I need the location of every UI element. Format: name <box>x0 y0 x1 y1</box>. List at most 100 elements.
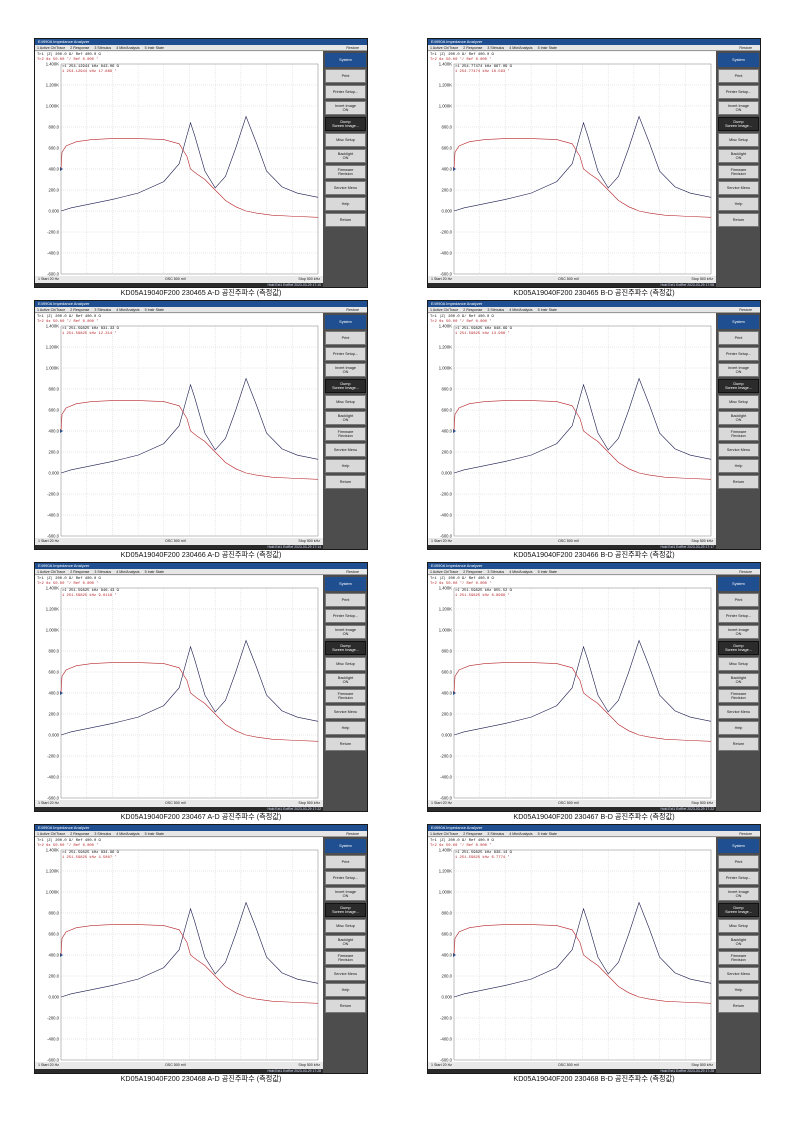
softkey-button[interactable]: System <box>718 577 759 591</box>
menu-item[interactable]: 4 Mkr/Analysis <box>116 308 140 312</box>
menu-item[interactable]: 4 Mkr/Analysis <box>509 832 533 836</box>
menu-item[interactable]: 5 Instr State <box>144 832 164 836</box>
menu-item[interactable]: 2 Response <box>70 46 90 50</box>
menu-item[interactable]: 1 Active Ch/Trace <box>37 46 66 50</box>
softkey-button[interactable]: Printer Setup... <box>718 871 759 885</box>
restore-button[interactable]: Restore <box>739 832 752 836</box>
softkey-button[interactable]: Printer Setup... <box>718 347 759 361</box>
menu-item[interactable]: 1 Active Ch/Trace <box>430 570 459 574</box>
softkey-button[interactable]: System <box>325 577 366 591</box>
softkey-button[interactable]: Help <box>325 459 366 473</box>
menu-item[interactable]: 3 Stimulus <box>94 832 112 836</box>
softkey-button[interactable]: Print <box>325 331 366 345</box>
softkey-button[interactable]: Return <box>325 999 366 1013</box>
softkey-button[interactable]: Print <box>325 593 366 607</box>
softkey-button[interactable]: Invert Image ON <box>325 625 366 639</box>
softkey-button[interactable]: Firmware Revision <box>718 427 759 441</box>
softkey-button[interactable]: Printer Setup... <box>718 609 759 623</box>
softkey-button[interactable]: System <box>718 839 759 853</box>
menu-item[interactable]: 5 Instr State <box>144 308 164 312</box>
restore-button[interactable]: Restore <box>739 46 752 50</box>
softkey-button[interactable]: Printer Setup... <box>325 609 366 623</box>
softkey-button[interactable]: Misc Setup <box>325 133 366 147</box>
softkey-button[interactable]: Printer Setup... <box>718 85 759 99</box>
softkey-button[interactable]: Help <box>718 721 759 735</box>
menu-item[interactable]: 5 Instr State <box>537 832 557 836</box>
softkey-button[interactable]: Firmware Revision <box>325 427 366 441</box>
softkey-button[interactable]: Return <box>718 999 759 1013</box>
softkey-button[interactable]: Print <box>718 331 759 345</box>
menu-item[interactable]: 3 Stimulus <box>487 308 505 312</box>
menu-item[interactable]: 4 Mkr/Analysis <box>509 46 533 50</box>
menu-item[interactable]: 4 Mkr/Analysis <box>116 832 140 836</box>
menu-item[interactable]: 1 Active Ch/Trace <box>430 832 459 836</box>
softkey-button[interactable]: Backlight ON <box>718 935 759 949</box>
softkey-button[interactable]: Firmware Revision <box>718 689 759 703</box>
softkey-button[interactable]: Invert Image ON <box>325 101 366 115</box>
menu-item[interactable]: 2 Response <box>463 308 483 312</box>
softkey-button[interactable]: Misc Setup <box>718 395 759 409</box>
menu-item[interactable]: 3 Stimulus <box>94 308 112 312</box>
restore-button[interactable]: Restore <box>739 570 752 574</box>
menu-item[interactable]: 4 Mkr/Analysis <box>116 570 140 574</box>
softkey-button[interactable]: Misc Setup <box>325 919 366 933</box>
menu-item[interactable]: 1 Active Ch/Trace <box>430 46 459 50</box>
softkey-button[interactable]: Help <box>718 197 759 211</box>
softkey-button[interactable]: System <box>718 315 759 329</box>
softkey-button[interactable]: Dump Screen Image... <box>325 117 366 131</box>
softkey-button[interactable]: Backlight ON <box>325 149 366 163</box>
softkey-button[interactable]: Return <box>325 475 366 489</box>
restore-button[interactable]: Restore <box>346 832 359 836</box>
menu-item[interactable]: 5 Instr State <box>537 570 557 574</box>
softkey-button[interactable]: Service Menu <box>718 443 759 457</box>
menu-item[interactable]: 2 Response <box>70 832 90 836</box>
softkey-button[interactable]: Return <box>718 737 759 751</box>
softkey-button[interactable]: Invert Image ON <box>718 887 759 901</box>
softkey-button[interactable]: Dump Screen Image... <box>718 379 759 393</box>
softkey-button[interactable]: Return <box>325 737 366 751</box>
softkey-button[interactable]: Printer Setup... <box>325 85 366 99</box>
softkey-button[interactable]: Print <box>718 69 759 83</box>
menu-item[interactable]: 2 Response <box>463 46 483 50</box>
softkey-button[interactable]: Return <box>718 213 759 227</box>
softkey-button[interactable]: Service Menu <box>325 967 366 981</box>
softkey-button[interactable]: Firmware Revision <box>325 165 366 179</box>
softkey-button[interactable]: Print <box>325 69 366 83</box>
restore-button[interactable]: Restore <box>739 308 752 312</box>
softkey-button[interactable]: Backlight ON <box>325 935 366 949</box>
restore-button[interactable]: Restore <box>346 308 359 312</box>
menu-item[interactable]: 1 Active Ch/Trace <box>430 308 459 312</box>
softkey-button[interactable]: Help <box>325 721 366 735</box>
menu-item[interactable]: 3 Stimulus <box>94 46 112 50</box>
softkey-button[interactable]: Help <box>325 197 366 211</box>
softkey-button[interactable]: System <box>325 53 366 67</box>
menu-item[interactable]: 5 Instr State <box>144 46 164 50</box>
restore-button[interactable]: Restore <box>346 46 359 50</box>
menu-item[interactable]: 3 Stimulus <box>94 570 112 574</box>
softkey-button[interactable]: Backlight ON <box>325 411 366 425</box>
softkey-button[interactable]: Help <box>718 459 759 473</box>
softkey-button[interactable]: Backlight ON <box>718 673 759 687</box>
softkey-button[interactable]: Backlight ON <box>718 149 759 163</box>
softkey-button[interactable]: Misc Setup <box>325 657 366 671</box>
softkey-button[interactable]: Invert Image ON <box>718 625 759 639</box>
softkey-button[interactable]: Service Menu <box>718 705 759 719</box>
softkey-button[interactable]: Service Menu <box>325 181 366 195</box>
softkey-button[interactable]: Backlight ON <box>718 411 759 425</box>
softkey-button[interactable]: Service Menu <box>718 181 759 195</box>
menu-item[interactable]: 5 Instr State <box>537 308 557 312</box>
menu-item[interactable]: 4 Mkr/Analysis <box>509 570 533 574</box>
softkey-button[interactable]: Invert Image ON <box>325 887 366 901</box>
menu-item[interactable]: 3 Stimulus <box>487 46 505 50</box>
softkey-button[interactable]: Dump Screen Image... <box>325 903 366 917</box>
menu-item[interactable]: 5 Instr State <box>537 46 557 50</box>
menu-item[interactable]: 2 Response <box>70 570 90 574</box>
softkey-button[interactable]: Dump Screen Image... <box>718 117 759 131</box>
softkey-button[interactable]: Service Menu <box>325 705 366 719</box>
softkey-button[interactable]: Printer Setup... <box>325 871 366 885</box>
softkey-button[interactable]: Misc Setup <box>718 657 759 671</box>
softkey-button[interactable]: Print <box>718 593 759 607</box>
softkey-button[interactable]: Dump Screen Image... <box>718 641 759 655</box>
menu-item[interactable]: 2 Response <box>70 308 90 312</box>
softkey-button[interactable]: Backlight ON <box>325 673 366 687</box>
